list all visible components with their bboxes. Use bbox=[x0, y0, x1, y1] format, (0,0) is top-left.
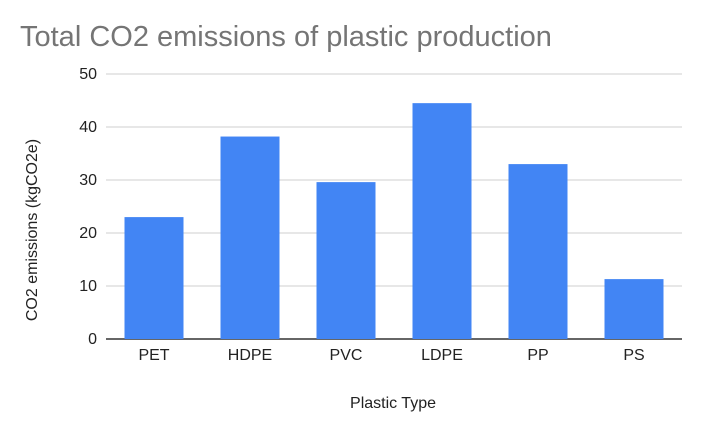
bar-hdpe bbox=[220, 136, 280, 339]
gridlines bbox=[106, 73, 682, 340]
y-axis-ticks: 0 10 20 30 40 50 bbox=[79, 66, 97, 348]
x-tick-label: PVC bbox=[330, 347, 363, 364]
y-tick-label: 40 bbox=[79, 119, 97, 136]
y-tick-label: 50 bbox=[79, 66, 97, 83]
x-tick-label: HDPE bbox=[228, 347, 272, 364]
x-tick-label: LDPE bbox=[421, 347, 463, 364]
bar-pvc bbox=[316, 182, 376, 339]
y-axis-title: CO2 emissions (kgCO2e) bbox=[24, 139, 41, 321]
bar-pet bbox=[124, 217, 184, 339]
x-tick-label: PS bbox=[623, 347, 644, 364]
bar-pp bbox=[508, 164, 568, 339]
chart-title: Total CO2 emissions of plastic productio… bbox=[20, 21, 552, 53]
y-tick-label: 0 bbox=[88, 331, 97, 348]
y-tick-label: 30 bbox=[79, 172, 97, 189]
x-axis-title: Plastic Type bbox=[350, 395, 436, 412]
bar-ldpe bbox=[412, 103, 472, 340]
y-tick-label: 10 bbox=[79, 278, 97, 295]
y-tick-label: 20 bbox=[79, 225, 97, 242]
x-axis-ticks: PET HDPE PVC LDPE PP PS bbox=[138, 347, 644, 364]
x-tick-label: PET bbox=[138, 347, 169, 364]
bar-ps bbox=[604, 279, 664, 339]
bars bbox=[124, 103, 664, 340]
x-tick-label: PP bbox=[527, 347, 548, 364]
